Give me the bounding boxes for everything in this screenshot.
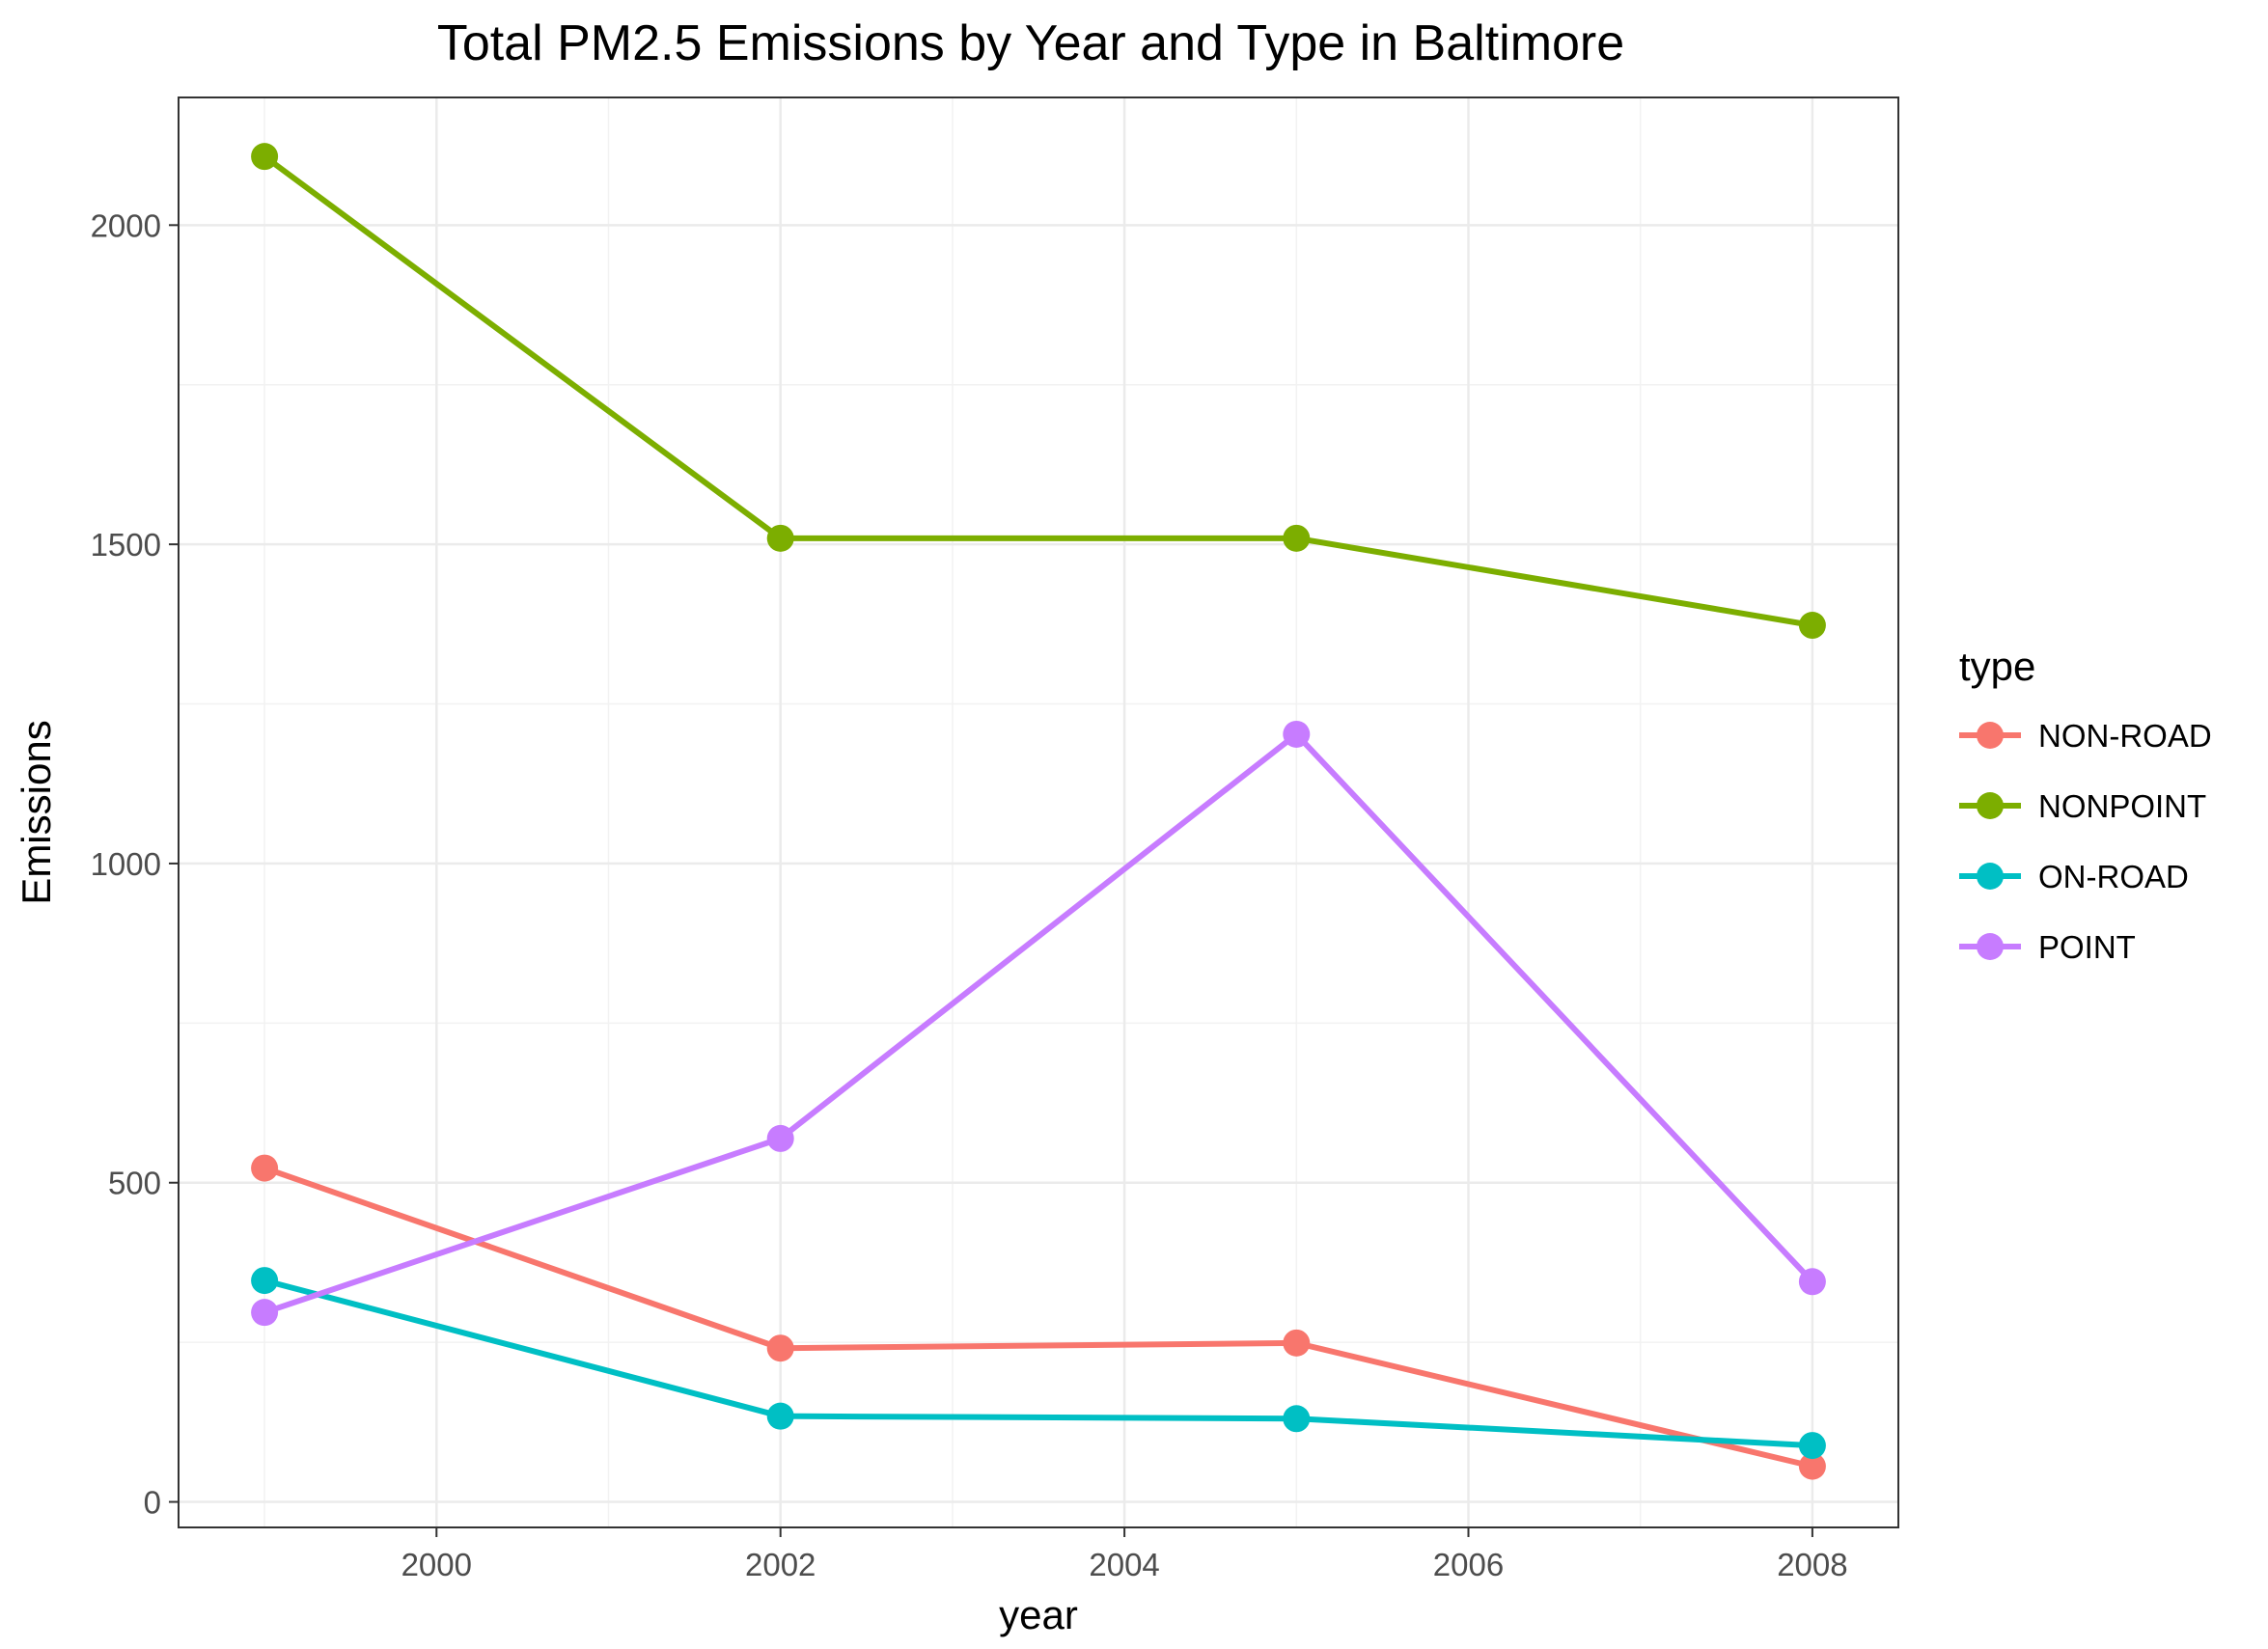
legend-key-point [1977, 863, 2004, 890]
x-tick-label: 2006 [1433, 1547, 1504, 1582]
legend: type NON-ROAD NONPOINT ON-ROAD POINT [1959, 644, 2212, 965]
series-line-non-road [263, 1165, 1813, 1470]
y-tick-label: 500 [108, 1166, 161, 1201]
data-point-point [1283, 720, 1311, 748]
grid-layer [179, 97, 1898, 1527]
chart-title: Total PM2.5 Emissions by Year and Type i… [437, 15, 1624, 71]
data-point-nonpoint [1798, 612, 1826, 640]
data-point-nonpoint [1283, 524, 1311, 552]
data-point-on-road [1798, 1432, 1826, 1460]
y-tick-label: 0 [144, 1485, 161, 1521]
data-point-non-road [766, 1334, 794, 1362]
legend-items: NON-ROAD NONPOINT ON-ROAD POINT [1959, 718, 2212, 965]
series-non-road [251, 1154, 1826, 1480]
legend-label: NONPOINT [2038, 788, 2206, 824]
plot-panel-border [178, 96, 1899, 1528]
legend-key-point [1977, 792, 2004, 819]
legend-item-non-road: NON-ROAD [1959, 718, 2212, 754]
x-tick-label: 2008 [1777, 1547, 1847, 1582]
x-tick-label: 2000 [401, 1547, 472, 1582]
data-point-on-road [251, 1267, 279, 1295]
y-axis-title: Emissions [14, 720, 59, 904]
x-axis: 2000 2002 2004 2006 2008 [401, 1527, 1848, 1582]
data-point-on-road [766, 1402, 794, 1430]
x-tick-label: 2004 [1089, 1547, 1159, 1582]
plot-panel [179, 97, 1898, 1527]
legend-item-on-road: ON-ROAD [1959, 859, 2189, 894]
data-point-on-road [1283, 1405, 1311, 1433]
legend-label: ON-ROAD [2038, 859, 2189, 894]
data-point-point [1798, 1268, 1826, 1296]
data-point-non-road [251, 1154, 279, 1182]
data-point-nonpoint [766, 524, 794, 552]
legend-title: type [1959, 644, 2035, 689]
legend-key-point [1977, 933, 2004, 960]
legend-key-point [1977, 722, 2004, 749]
legend-label: NON-ROAD [2038, 718, 2212, 754]
legend-item-nonpoint: NONPOINT [1959, 788, 2206, 824]
x-tick-label: 2002 [745, 1547, 816, 1582]
y-tick-label: 2000 [91, 207, 161, 243]
data-point-point [766, 1124, 794, 1152]
y-axis: 0 500 1000 1500 2000 [91, 207, 179, 1521]
series-nonpoint [251, 143, 1826, 640]
data-point-point [251, 1299, 279, 1327]
series-on-road [251, 1267, 1826, 1460]
series-line-point [263, 730, 1815, 1316]
legend-label: POINT [2038, 929, 2136, 965]
x-axis-title: year [999, 1592, 1078, 1637]
series-line-on-road [263, 1278, 1813, 1449]
legend-item-point: POINT [1959, 929, 2136, 965]
data-point-nonpoint [251, 143, 279, 171]
y-tick-label: 1000 [91, 846, 161, 882]
series-point [251, 720, 1826, 1327]
y-tick-label: 1500 [91, 527, 161, 563]
data-point-non-road [1283, 1329, 1311, 1357]
series-layer [251, 143, 1826, 1480]
data-point-non-road [1798, 1452, 1826, 1480]
series-line-nonpoint [263, 153, 1813, 628]
